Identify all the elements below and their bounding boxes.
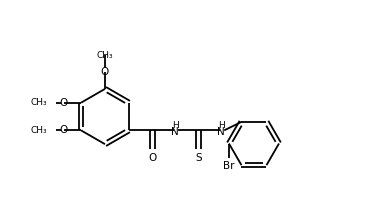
Text: CH₃: CH₃ xyxy=(31,98,47,107)
Text: O: O xyxy=(60,98,68,108)
Text: H: H xyxy=(218,121,224,130)
Text: CH₃: CH₃ xyxy=(97,51,113,60)
Text: H: H xyxy=(172,121,179,130)
Text: N: N xyxy=(217,127,225,137)
Text: S: S xyxy=(195,153,202,163)
Text: Br: Br xyxy=(223,161,235,171)
Text: O: O xyxy=(149,153,157,163)
Text: O: O xyxy=(60,125,68,135)
Text: O: O xyxy=(101,67,109,77)
Text: N: N xyxy=(171,127,179,137)
Text: CH₃: CH₃ xyxy=(31,126,47,135)
